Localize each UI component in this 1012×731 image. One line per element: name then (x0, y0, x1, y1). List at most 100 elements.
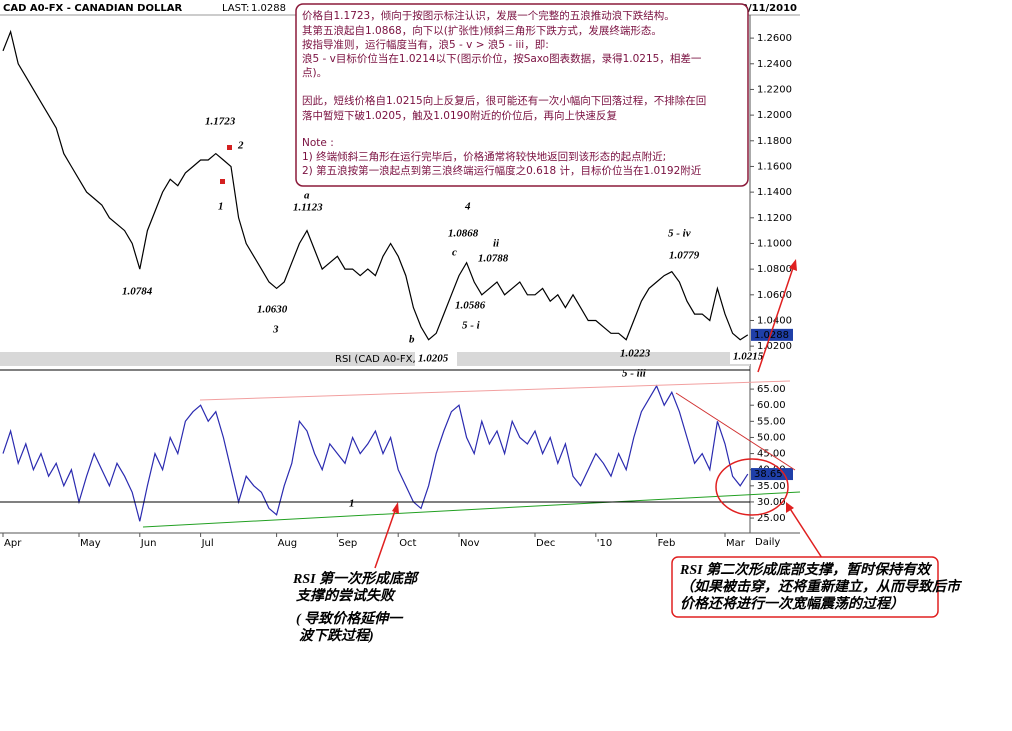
y-tick-label: 1.0200 (757, 341, 792, 352)
note-line: 按指导准则，运行幅度当有，浪5 - v > 浪5 - iii，即: (302, 38, 549, 51)
marker (220, 179, 225, 184)
x-tick-label: Feb (658, 538, 676, 549)
wave-label: ii (493, 238, 500, 250)
wave-label: 5 - i (462, 320, 481, 332)
rsi-title-bar (0, 352, 750, 366)
note-line: 其第五浪起自1.0868，向下以(扩张性)倾斜三角形下跌方式，发展终端形态。 (302, 24, 662, 37)
x-tick-label: Jun (140, 538, 157, 549)
callout-text: 支撑的尝试失败 (295, 587, 396, 604)
note-line: 点)。 (302, 67, 327, 79)
rsi-support (142, 491, 801, 528)
arrowhead (392, 502, 399, 514)
y-tick-label: 1.2200 (757, 84, 792, 95)
last-value: 1.0288 (251, 3, 286, 14)
wave-label: 1.1123 (293, 202, 323, 214)
wave-label: 3 (272, 324, 279, 336)
last-value-label: 1.0288 (754, 330, 789, 341)
x-tick-label: Oct (399, 538, 416, 549)
wave-label: 4 (464, 201, 471, 213)
wave-label: 1.0205 (418, 353, 449, 365)
target-arrow (757, 261, 796, 373)
wave-label: 2 (237, 140, 244, 152)
x-tick-label: Mar (726, 538, 746, 549)
y-tick-label: 1.2400 (757, 59, 792, 70)
y-tick-label: 25.00 (757, 513, 786, 524)
period-label: Daily (755, 537, 780, 548)
last-value-box (751, 328, 793, 341)
rsi-trend-upper (199, 380, 791, 401)
wave-label: 1.0223 (620, 348, 651, 360)
wave-label: 1.0788 (478, 253, 509, 265)
wave-label: 1.0784 (122, 286, 153, 298)
wave-label: 1 (349, 498, 355, 510)
last-value-label: 38.65 (754, 469, 783, 480)
rsi-trend-down (675, 392, 796, 471)
wave-label: c (452, 247, 457, 259)
wave-label: 5 - iv (668, 228, 691, 240)
y-tick-label: 1.0600 (757, 290, 792, 301)
y-tick-label: 1.1400 (757, 187, 792, 198)
wave-label: 1.0868 (448, 228, 479, 240)
callout-text: RSI 第一次形成底部 (292, 570, 420, 587)
overlay-text: 价格自1.1723，倾向于按图示标注认识，发展一个完整的五浪推动浪下跌结构。其第… (292, 9, 963, 644)
y-tick-label: 55.00 (757, 416, 786, 427)
wave-label: 1.1723 (205, 116, 236, 128)
arrowhead (789, 259, 797, 271)
y-tick-label: 1.1000 (757, 238, 792, 249)
callout-box (671, 556, 939, 618)
callout-text: 价格还将进行一次宽幅震荡的过程） (680, 595, 904, 612)
wave-label: 1.0630 (257, 304, 288, 316)
y-tick-label: 1.2000 (757, 110, 792, 121)
note-line: 浪5 - v目标价位当在1.0214以下(图示价位，按Saxo图表数据，录得1.… (302, 52, 702, 65)
x-tick-label: Aug (278, 538, 298, 549)
y-tick-label: 1.1200 (757, 213, 792, 224)
callout-text: （如果被击穿，还将重新建立，从而导致后市 (680, 578, 963, 595)
note-line: 价格自1.1723，倾向于按图示标注认识，发展一个完整的五浪推动浪下跌结构。 (302, 9, 675, 22)
callout-text: ( 导致价格延伸一 (296, 610, 404, 627)
y-tick-label: 50.00 (757, 432, 786, 443)
y-tick-label: 1.0800 (757, 264, 792, 275)
y-tick-label: 1.1600 (757, 161, 792, 172)
callout-text: RSI 第二次形成底部支撑，暂时保持有效 (679, 561, 933, 578)
note-line: 落中暂短下破1.0205，触及1.0190附近的价位后，再向上快速反复 (302, 109, 617, 122)
wave-label: 1.0779 (669, 250, 700, 262)
note-line: 1) 终端倾斜三角形在运行完毕后，价格通常将较快地返回到该形态的起点附近; (302, 150, 666, 163)
wave-label: 1 (218, 201, 224, 213)
rsi-line (2, 384, 749, 522)
callout-arrow (374, 504, 398, 569)
x-tick-label: '10 (597, 538, 612, 549)
wave-label: a (304, 190, 310, 202)
marker (227, 145, 232, 150)
chart-date: 3/11/2010 (741, 3, 797, 14)
label-bg (730, 351, 760, 364)
chart-title: CAD A0-FX - CANADIAN DOLLAR (3, 3, 182, 14)
y-tick-label: 60.00 (757, 400, 786, 411)
label-bg (415, 352, 457, 366)
y-tick-label: 45.00 (757, 449, 786, 460)
wave-label: 5 - iii (622, 368, 647, 380)
callout-text: 波下跌过程) (299, 627, 374, 644)
note-line: 因此，短线价格自1.0215向上反复后，很可能还有一次小幅向下回落过程，不排除在… (302, 94, 706, 107)
highlight-ellipse (715, 458, 789, 516)
wave-label: 1.0586 (455, 300, 486, 312)
y-tick-label: 35.00 (757, 481, 786, 492)
price-line (2, 29, 749, 341)
arrowhead (786, 502, 794, 513)
callout-arrow (786, 503, 823, 559)
x-tick-label: May (80, 538, 101, 549)
x-tick-label: Sep (338, 538, 357, 549)
x-tick-label: Dec (536, 538, 555, 549)
wave-label: 1.0215 (733, 351, 764, 363)
note-line: 2) 第五浪按第一浪起点到第三浪终端运行幅度之0.618 计，目标价位当在1.0… (302, 164, 702, 177)
note-box (295, 3, 749, 187)
x-tick-label: Apr (4, 538, 22, 549)
y-tick-label: 1.1800 (757, 136, 792, 147)
wave-label: b (409, 334, 415, 346)
y-tick-label: 30.00 (757, 497, 786, 508)
y-tick-label: 1.2600 (757, 33, 792, 44)
last-label: LAST: (222, 3, 249, 14)
rsi-title: RSI (CAD A0-FX, (335, 354, 416, 365)
x-tick-label: Jul (201, 538, 214, 549)
y-tick-label: 65.00 (757, 384, 786, 395)
